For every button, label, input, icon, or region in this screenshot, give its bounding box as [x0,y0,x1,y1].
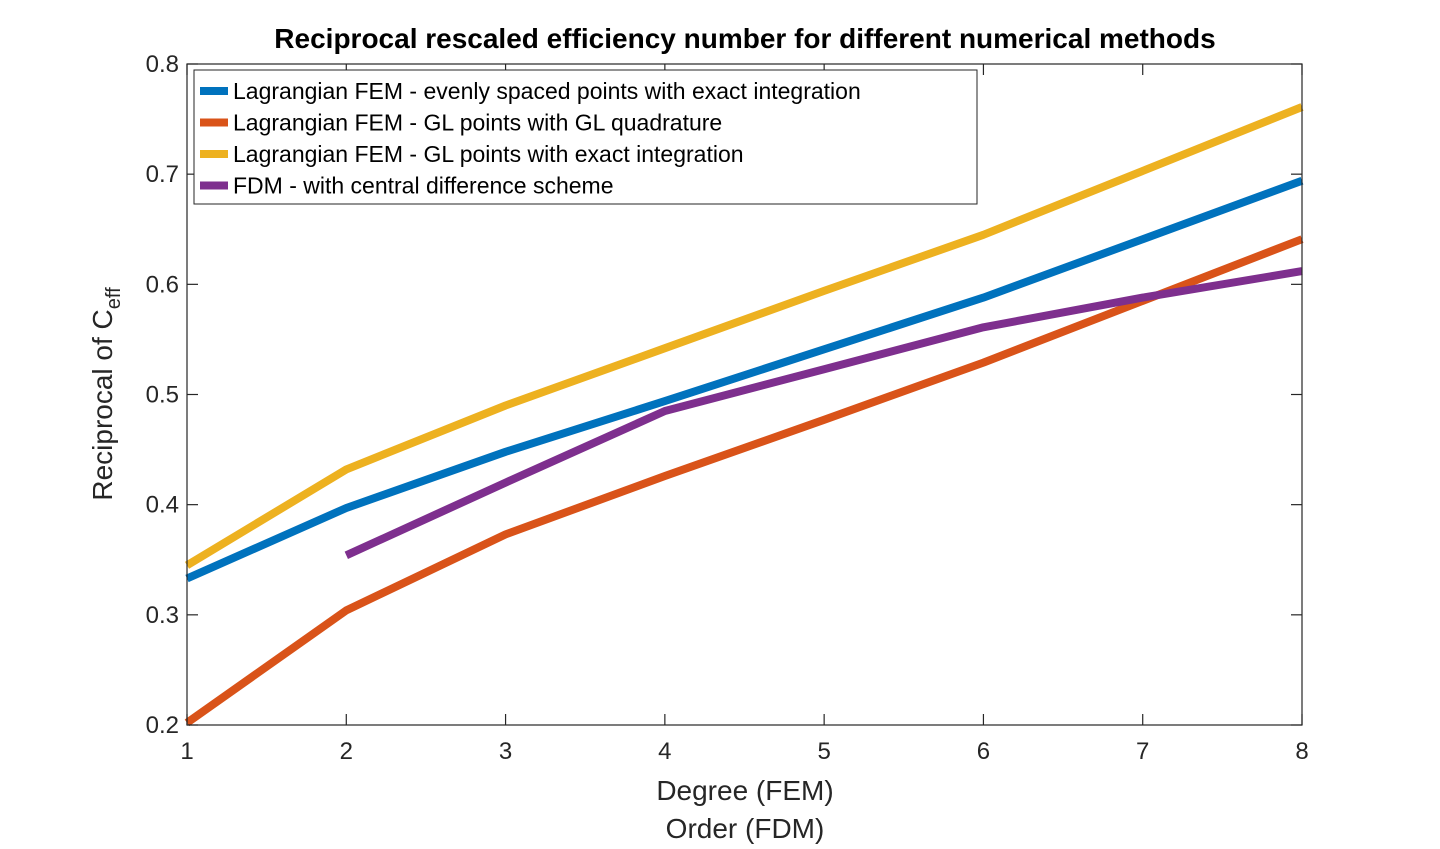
y-tick-label: 0.6 [146,271,179,298]
legend: Lagrangian FEM - evenly spaced points wi… [193,69,978,205]
y-tick-label: 0.2 [146,712,179,739]
legend-label-1: Lagrangian FEM - evenly spaced points wi… [233,78,861,104]
x-tick-label: 4 [658,738,671,765]
y-tick-label: 0.3 [146,602,179,629]
y-tick-label: 0.7 [146,161,179,188]
y-tick-label: 0.5 [146,382,179,409]
legend-label-3: Lagrangian FEM - GL points with exact in… [233,141,744,167]
x-tick-label: 5 [817,738,830,765]
y-tick-label: 0.8 [146,51,179,78]
series-line-1 [185,177,1304,583]
legend-label-4: FDM - with central difference scheme [233,173,614,199]
y-axis-label-subscript: eff [103,287,125,309]
y-axis-label: Reciprocal of Ceff [87,287,125,501]
y-tick-label: 0.4 [146,492,179,519]
chart-title: Reciprocal rescaled efficiency number fo… [274,23,1215,54]
y-axis-label-main: Reciprocal of C [87,309,118,500]
y-axis-ticks: 0.2 0.3 0.4 0.5 0.6 0.7 0.8 [146,51,1302,739]
x-axis-label-degree: Degree (FEM) [656,775,833,806]
legend-box [193,69,978,205]
x-tick-label: 3 [499,738,512,765]
series-layer [184,103,1304,727]
series-line-4 [344,267,1303,559]
x-tick-label: 1 [180,738,193,765]
x-tick-label: 6 [977,738,990,765]
x-axis-ticks: 1 2 3 4 5 6 7 8 [180,64,1309,765]
series-line-3 [184,103,1304,569]
x-tick-label: 8 [1295,738,1308,765]
series-line-2 [184,235,1304,727]
x-tick-label: 2 [340,738,353,765]
legend-label-2: Lagrangian FEM - GL points with GL quadr… [233,110,722,136]
x-axis-label-order: Order (FDM) [666,813,825,844]
x-tick-label: 7 [1136,738,1149,765]
